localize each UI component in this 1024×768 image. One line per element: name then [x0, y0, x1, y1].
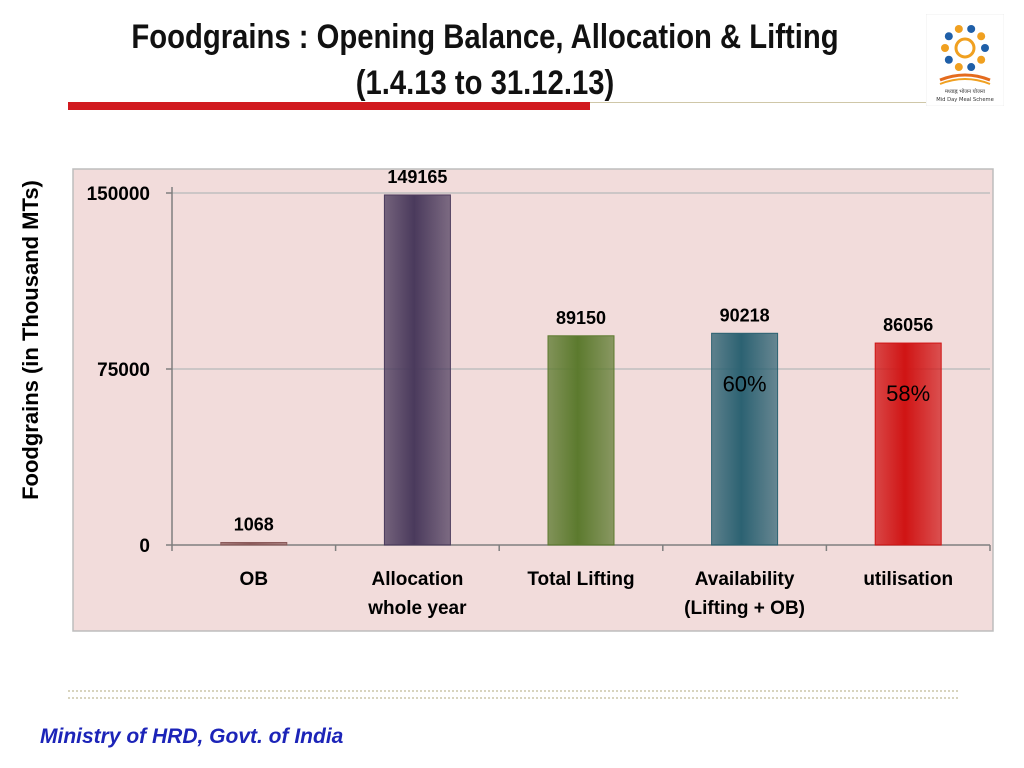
chart-background [72, 168, 994, 632]
logo-person-icon [967, 63, 976, 72]
x-tick-label: Allocation [371, 569, 463, 590]
x-tick-label: Availability [695, 569, 795, 590]
title-line-2: (1.4.13 to 31.12.13) [355, 64, 615, 102]
title-underline-red [68, 102, 590, 110]
logo-subcaption: Mid Day Meal Scheme [936, 97, 994, 103]
bar [874, 342, 942, 546]
y-tick-label: 0 [139, 536, 150, 557]
bar [383, 194, 451, 546]
x-tick-label: OB [240, 569, 268, 590]
logo-person-icon [977, 55, 986, 64]
title-line-1: Foodgrains : Opening Balance, Allocation… [131, 18, 839, 56]
logo-person-icon [944, 32, 953, 41]
logo-plate-icon [954, 37, 976, 59]
percent-annotation: 58% [886, 381, 930, 406]
mid-day-meal-logo: मध्याह्न भोजन योजना Mid Day Meal Scheme [926, 14, 1004, 106]
data-label: 89150 [556, 308, 606, 328]
y-axis-label: Foodgrains (in Thousand MTs) [18, 180, 43, 500]
logo-person-icon [981, 44, 989, 52]
logo-people-ring-icon [941, 24, 989, 72]
logo-person-icon [954, 63, 963, 72]
logo-book-icon [939, 73, 991, 82]
logo-person-icon [954, 24, 963, 33]
percent-annotation: 60% [723, 371, 767, 396]
x-tick-label: (Lifting + OB) [684, 598, 805, 619]
x-tick-label: Total Lifting [527, 569, 634, 590]
logo-frame [926, 14, 1004, 106]
bar [220, 541, 288, 546]
footer-text: Ministry of HRD, Govt. of India [40, 725, 344, 748]
x-tick-label: utilisation [863, 569, 953, 590]
slide-title: Foodgrains : Opening Balance, Allocation… [120, 14, 851, 106]
data-label: 1068 [234, 514, 274, 534]
data-label: 149165 [387, 168, 447, 187]
logo-person-icon [944, 55, 953, 64]
footer-divider-bottom [68, 697, 958, 699]
footer-divider-top [68, 690, 958, 692]
y-tick-label: 75000 [97, 360, 150, 381]
data-label: 90218 [720, 305, 770, 325]
bar [547, 335, 615, 546]
bar [711, 332, 779, 546]
logo-book-lower-icon [939, 78, 991, 85]
data-label: 86056 [883, 315, 933, 335]
x-tick-label: whole year [367, 598, 467, 619]
logo-caption: मध्याह्न भोजन योजना [945, 88, 986, 95]
title-underline-thin [590, 102, 930, 103]
bar-chart: 0 75000 150000 1068 OB 149165 Allocation whole … [72, 168, 994, 632]
logo-person-icon [967, 24, 976, 33]
y-tick-label: 150000 [87, 184, 150, 205]
logo-person-icon [941, 44, 949, 52]
logo-person-icon [977, 32, 986, 41]
